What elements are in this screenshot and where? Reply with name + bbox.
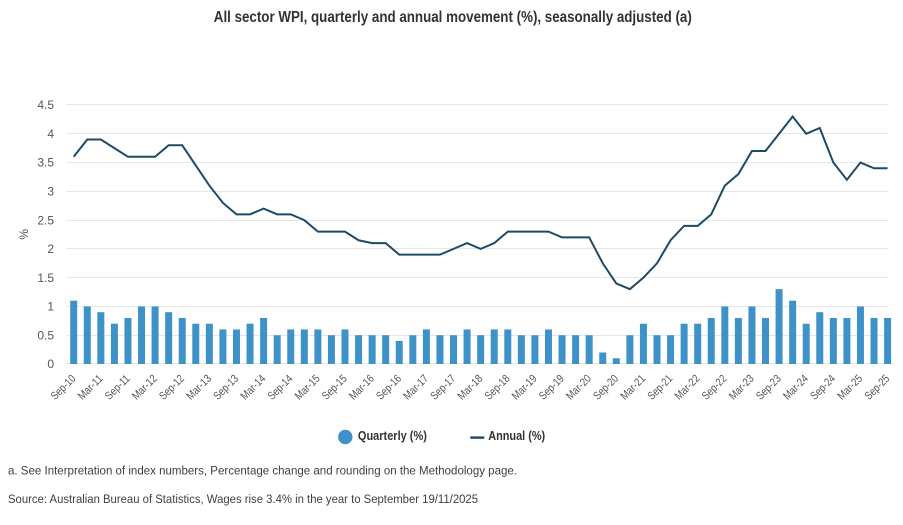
svg-text:0.5: 0.5: [37, 328, 54, 342]
svg-text:Source: Australian Bureau of S: Source: Australian Bureau of Statistics,…: [8, 492, 478, 506]
svg-text:a. See Interpretation of index: a. See Interpretation of index numbers, …: [8, 464, 517, 478]
svg-text:%: %: [17, 229, 31, 240]
svg-text:All sector WPI, quarterly and: All sector WPI, quarterly and annual mov…: [214, 9, 692, 26]
svg-text:3: 3: [47, 185, 54, 199]
svg-text:2: 2: [47, 242, 54, 256]
svg-text:Quarterly (%): Quarterly (%): [358, 429, 427, 443]
svg-text:4: 4: [47, 127, 54, 141]
svg-text:1.5: 1.5: [37, 271, 54, 285]
svg-text:4.5: 4.5: [37, 98, 54, 112]
svg-text:3.5: 3.5: [37, 156, 54, 170]
svg-text:1: 1: [47, 300, 54, 314]
svg-text:2.5: 2.5: [37, 213, 54, 227]
svg-text:0: 0: [47, 357, 54, 371]
svg-text:Annual (%): Annual (%): [488, 429, 545, 443]
